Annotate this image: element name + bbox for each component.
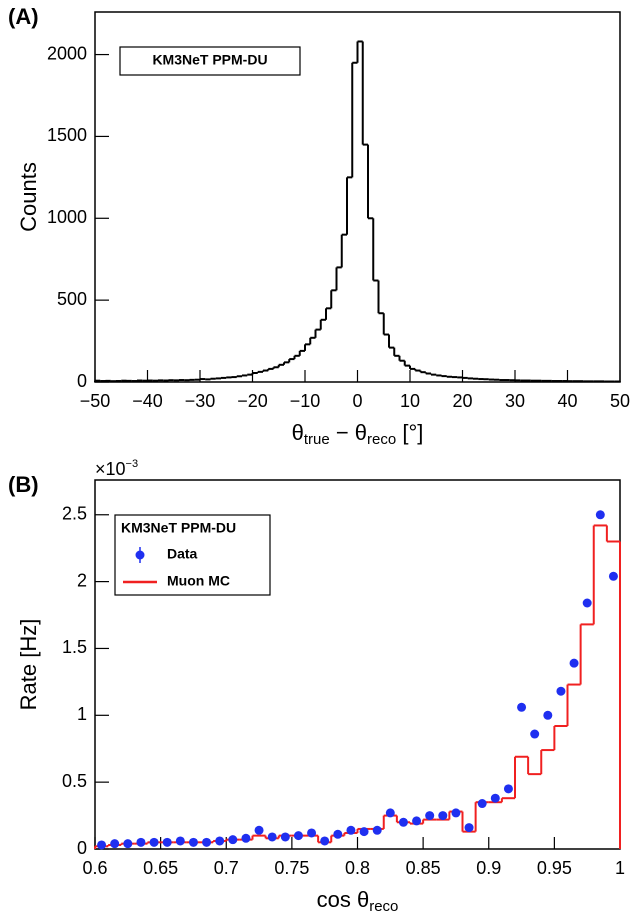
x-axis-label-part: cos θ bbox=[317, 887, 370, 912]
panel-label: (A) bbox=[8, 4, 39, 29]
legend-label: Data bbox=[167, 546, 198, 562]
y-tick-label: 1000 bbox=[47, 207, 87, 227]
x-axis-label: cos θreco bbox=[317, 887, 399, 915]
y-tick-label: 2 bbox=[77, 570, 87, 590]
legend-title: KM3NeT PPM-DU bbox=[121, 520, 236, 536]
data-point bbox=[517, 702, 527, 712]
data-point bbox=[608, 571, 618, 581]
annotation: KM3NeT PPM-DU bbox=[152, 52, 267, 68]
data-point bbox=[175, 836, 185, 846]
data-point bbox=[398, 817, 408, 827]
y-tick-label: 1 bbox=[77, 704, 87, 724]
x-tick-label: 0.95 bbox=[537, 858, 572, 878]
y-axis-label: Rate [Hz] bbox=[16, 619, 41, 711]
y-tick-label: 500 bbox=[57, 289, 87, 309]
x-tick-label: 0.65 bbox=[143, 858, 178, 878]
x-tick-label: 0.75 bbox=[274, 858, 309, 878]
data-point bbox=[307, 828, 317, 838]
x-tick-label: −40 bbox=[132, 391, 163, 411]
data-point bbox=[228, 835, 238, 845]
data-point bbox=[477, 799, 487, 809]
x-axis-label-part: θ bbox=[292, 420, 304, 445]
data-point bbox=[464, 823, 474, 833]
data-point bbox=[320, 836, 330, 846]
data-point bbox=[490, 793, 500, 803]
y-tick-label: 1.5 bbox=[62, 637, 87, 657]
x-axis-label-part: [°] bbox=[396, 420, 423, 445]
x-tick-label: 20 bbox=[452, 391, 472, 411]
data-point bbox=[267, 832, 277, 842]
x-tick-label: −20 bbox=[237, 391, 268, 411]
y-tick-label: 0.5 bbox=[62, 771, 87, 791]
data-point bbox=[280, 832, 290, 842]
data-point bbox=[293, 831, 303, 841]
data-point bbox=[451, 808, 461, 818]
x-tick-label: −50 bbox=[80, 391, 111, 411]
data-point bbox=[162, 837, 172, 847]
x-axis-label-part: − θ bbox=[330, 420, 367, 445]
x-axis-label: θtrue − θreco [°] bbox=[292, 420, 424, 448]
annotation-box bbox=[119, 46, 301, 76]
y-scale-base: ×10 bbox=[95, 459, 126, 479]
x-axis-label-subscript: reco bbox=[367, 431, 396, 448]
data-point bbox=[543, 710, 553, 720]
data-point bbox=[254, 825, 264, 835]
legend-label: Muon MC bbox=[167, 573, 230, 589]
data-point bbox=[425, 811, 435, 821]
data-point bbox=[385, 808, 395, 818]
y-tick-label: 2.5 bbox=[62, 504, 87, 524]
y-tick-label: 2000 bbox=[47, 43, 87, 63]
y-scale-label: ×10−3 bbox=[95, 458, 138, 479]
data-point bbox=[149, 837, 159, 847]
x-tick-label: 0.85 bbox=[406, 858, 441, 878]
data-point bbox=[215, 836, 225, 846]
y-tick-label: 0 bbox=[77, 371, 87, 391]
x-axis-label-subscript: true bbox=[304, 431, 330, 448]
data-point bbox=[202, 837, 212, 847]
x-tick-label: −30 bbox=[185, 391, 216, 411]
data-point bbox=[503, 784, 513, 794]
data-point bbox=[438, 811, 448, 821]
x-tick-label: 1 bbox=[615, 858, 625, 878]
data-point bbox=[582, 598, 592, 608]
x-tick-label: 0.7 bbox=[214, 858, 239, 878]
data-point bbox=[136, 837, 146, 847]
legend-marker bbox=[135, 550, 145, 560]
data-point bbox=[97, 840, 107, 850]
data-point bbox=[530, 729, 540, 739]
data-point bbox=[412, 816, 422, 826]
data-point bbox=[569, 658, 579, 668]
data-point bbox=[595, 510, 605, 520]
data-point bbox=[110, 839, 120, 849]
data-point bbox=[241, 833, 251, 843]
data-point bbox=[346, 825, 356, 835]
y-tick-label: 1500 bbox=[47, 125, 87, 145]
x-tick-label: 0.9 bbox=[476, 858, 501, 878]
y-axis-label: Counts bbox=[16, 162, 41, 232]
y-tick-label: 0 bbox=[77, 838, 87, 858]
data-point bbox=[123, 839, 133, 849]
data-point bbox=[556, 686, 566, 696]
data-point bbox=[372, 825, 382, 835]
y-scale-exponent: −3 bbox=[126, 458, 139, 470]
x-tick-label: 30 bbox=[505, 391, 525, 411]
x-tick-label: 0.8 bbox=[345, 858, 370, 878]
data-point bbox=[359, 827, 369, 837]
x-tick-label: −10 bbox=[290, 391, 321, 411]
x-tick-label: 50 bbox=[610, 391, 630, 411]
x-tick-label: 10 bbox=[400, 391, 420, 411]
panel-label: (B) bbox=[8, 472, 39, 497]
x-axis-label-subscript: reco bbox=[369, 898, 398, 915]
x-tick-label: 0 bbox=[352, 391, 362, 411]
x-tick-label: 0.6 bbox=[82, 858, 107, 878]
data-point bbox=[188, 837, 198, 847]
x-tick-label: 40 bbox=[557, 391, 577, 411]
data-point bbox=[333, 829, 343, 839]
